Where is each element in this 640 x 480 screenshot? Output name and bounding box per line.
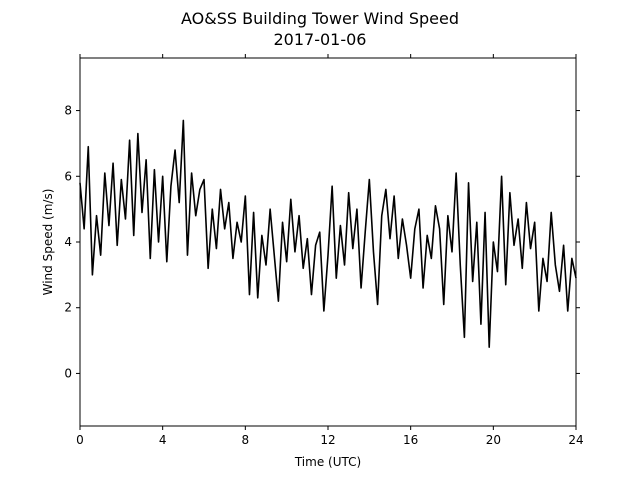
y-tick-label: 6 xyxy=(64,169,72,183)
x-tick-label: 20 xyxy=(486,433,501,447)
y-tick-label: 2 xyxy=(64,301,72,315)
x-tick-label: 16 xyxy=(403,433,418,447)
y-tick-label: 4 xyxy=(64,235,72,249)
data-line xyxy=(79,119,577,348)
plot-frame xyxy=(79,57,577,427)
y-axis-label: Wind Speed (m/s) xyxy=(41,189,55,296)
chart-subtitle: 2017-01-06 xyxy=(274,30,367,49)
x-tick-label: 4 xyxy=(159,433,167,447)
x-tick-label: 24 xyxy=(568,433,583,447)
y-tick-label: 0 xyxy=(64,366,72,380)
y-tick-label: 8 xyxy=(64,104,72,118)
chart-title: AO&SS Building Tower Wind Speed xyxy=(181,9,459,28)
x-tick-label: 12 xyxy=(320,433,335,447)
x-tick-label: 0 xyxy=(76,433,84,447)
x-axis-label: Time (UTC) xyxy=(294,455,361,469)
x-tick-label: 8 xyxy=(242,433,250,447)
